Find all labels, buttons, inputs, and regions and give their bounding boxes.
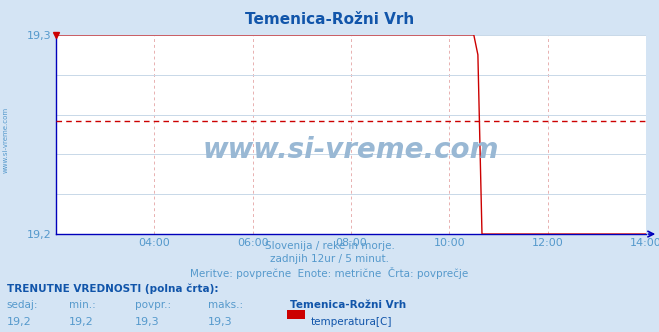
Text: TRENUTNE VREDNOSTI (polna črta):: TRENUTNE VREDNOSTI (polna črta): <box>7 284 218 294</box>
Text: Temenica-Rožni Vrh: Temenica-Rožni Vrh <box>245 12 414 27</box>
Text: 19,3: 19,3 <box>208 317 232 327</box>
Text: zadnjih 12ur / 5 minut.: zadnjih 12ur / 5 minut. <box>270 254 389 264</box>
Text: sedaj:: sedaj: <box>7 300 38 310</box>
Text: 19,2: 19,2 <box>69 317 94 327</box>
Text: temperatura[C]: temperatura[C] <box>311 317 393 327</box>
Text: 19,2: 19,2 <box>7 317 32 327</box>
Text: Temenica-Rožni Vrh: Temenica-Rožni Vrh <box>290 300 406 310</box>
Text: www.si-vreme.com: www.si-vreme.com <box>2 106 9 173</box>
Text: Slovenija / reke in morje.: Slovenija / reke in morje. <box>264 241 395 251</box>
Text: maks.:: maks.: <box>208 300 243 310</box>
Text: www.si-vreme.com: www.si-vreme.com <box>203 136 499 164</box>
Text: povpr.:: povpr.: <box>135 300 171 310</box>
Text: min.:: min.: <box>69 300 96 310</box>
Text: 19,3: 19,3 <box>135 317 159 327</box>
Text: Meritve: povprečne  Enote: metrične  Črta: povprečje: Meritve: povprečne Enote: metrične Črta:… <box>190 267 469 279</box>
